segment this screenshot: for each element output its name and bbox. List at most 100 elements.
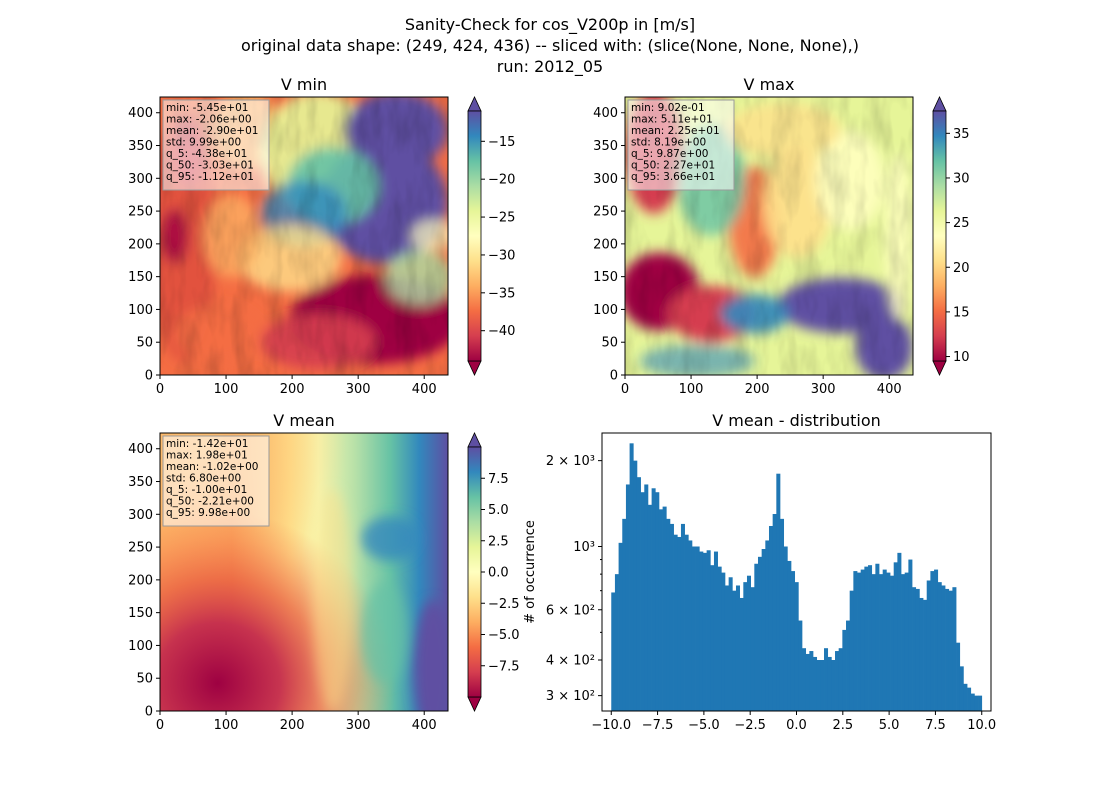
histogram-bar — [625, 484, 630, 711]
stats-line: mean: 2.25e+01 — [631, 125, 720, 137]
x-tick-label: 100 — [214, 718, 239, 733]
histogram-bar — [945, 588, 950, 711]
x-tick-label: 300 — [346, 382, 371, 397]
x-tick-label: 100 — [214, 382, 239, 397]
stats-line: mean: -2.90e+01 — [166, 125, 258, 137]
histogram-bar — [967, 687, 972, 711]
histogram-bar — [680, 523, 685, 711]
y-tick-label: 400 — [593, 106, 618, 121]
histogram-bar — [728, 577, 733, 711]
y-tick-label: 50 — [601, 336, 618, 351]
histogram-bar — [853, 571, 858, 711]
axes-frame — [624, 96, 914, 376]
histogram-bar — [915, 588, 920, 711]
histogram-bar — [838, 648, 843, 711]
histogram-bar — [655, 492, 660, 711]
x-tick-label: −10.0 — [591, 718, 631, 733]
panel-title: V min — [281, 75, 327, 94]
histogram-bar — [706, 550, 711, 711]
histogram-bar — [724, 585, 729, 711]
histogram-bar — [886, 572, 891, 711]
panel-v-min: 0 100 200 300 400 0 50 100 150 200 250 300 350 400 V m… — [128, 75, 515, 397]
histogram-bar — [941, 585, 946, 711]
histogram-bar — [666, 518, 671, 711]
colorbar-tick-label: 20 — [953, 261, 970, 276]
histogram-bar — [717, 566, 722, 711]
histogram-bar — [912, 587, 917, 711]
histogram-bar — [978, 695, 983, 711]
colorbar-tick-label: −7.5 — [488, 659, 520, 674]
colorbar-tick-label: 25 — [953, 216, 970, 231]
histogram-bar — [622, 518, 627, 711]
histogram-bar — [919, 597, 924, 711]
histogram-bar — [713, 551, 718, 711]
x-tick-label: 2.5 — [832, 718, 853, 733]
histogram-bar — [783, 546, 788, 711]
histogram-bar — [721, 572, 726, 711]
x-tick-label: 400 — [412, 382, 437, 397]
histogram-bar — [864, 566, 869, 711]
histogram-bar — [640, 492, 645, 711]
figure-title-line-2: original data shape: (249, 424, 436) -- … — [241, 36, 859, 55]
y-tick-label: 200 — [128, 237, 153, 252]
y-tick-label: 50 — [136, 336, 153, 351]
histogram-bar — [735, 585, 740, 711]
x-tick-label: 0 — [156, 382, 164, 397]
histogram-bar — [633, 460, 638, 711]
histogram-bar — [871, 574, 876, 711]
axes-frame — [159, 432, 449, 712]
stats-line: q_50: -2.21e+00 — [166, 496, 254, 508]
stats-line: min: -5.45e+01 — [166, 102, 248, 114]
colorbar-tick-label: 0.0 — [488, 566, 509, 581]
y-tick-label: 200 — [593, 237, 618, 252]
stats-line: std: 8.19e+00 — [631, 137, 706, 149]
field-blob — [312, 488, 353, 711]
y-tick-label: 400 — [128, 106, 153, 121]
colorbar — [467, 446, 482, 698]
histogram-bar — [959, 666, 964, 711]
figure-title-line-3: run: 2012_05 — [497, 57, 603, 77]
colorbar-tick-label: −15 — [488, 135, 515, 150]
histogram-bar — [849, 590, 854, 711]
colorbar-tick-label: −35 — [488, 286, 515, 301]
histogram-bar — [956, 642, 961, 711]
histogram-bar — [614, 574, 619, 711]
stats-line: min: 9.02e-01 — [631, 102, 705, 114]
histogram-bar — [684, 534, 689, 711]
y-tick-label: 10³ — [573, 540, 595, 555]
colorbar-tick-label: 7.5 — [488, 472, 509, 487]
y-tick-label: 2 × 10³ — [546, 454, 595, 469]
histogram-bar — [882, 569, 887, 711]
y-tick-label: 0 — [145, 369, 153, 384]
y-tick-label: 250 — [593, 205, 618, 220]
histogram-bar — [739, 597, 744, 711]
histogram-bar — [695, 546, 700, 711]
y-tick-label: 100 — [128, 303, 153, 318]
stats-line: min: -1.42e+01 — [166, 438, 248, 450]
stats-line: mean: -1.02e+00 — [166, 461, 258, 473]
histogram-bar — [952, 587, 957, 711]
histogram-bar — [813, 656, 818, 711]
y-tick-label: 100 — [128, 639, 153, 654]
stats-line: q_5: -1.00e+01 — [166, 484, 247, 496]
histogram-bar — [765, 540, 770, 711]
histogram-bar — [750, 587, 755, 711]
y-tick-label: 150 — [128, 270, 153, 285]
histogram-bar — [802, 648, 807, 711]
histogram-bar — [673, 534, 678, 711]
x-tick-label: 10.0 — [967, 718, 996, 733]
y-tick-label: 250 — [128, 541, 153, 556]
y-tick-label: 400 — [128, 442, 153, 457]
histogram-bar — [794, 582, 799, 711]
histogram-bar — [618, 542, 623, 711]
stats-line: q_50: 2.27e+01 — [631, 160, 715, 172]
y-tick-label: 100 — [593, 303, 618, 318]
histogram-bar — [846, 620, 851, 711]
stats-line: q_5: 9.87e+00 — [631, 148, 708, 160]
x-tick-label: 0 — [156, 718, 164, 733]
colorbar-tick-label: −20 — [488, 173, 515, 188]
histogram-bar — [824, 648, 829, 711]
colorbar-tick-label: 10 — [953, 350, 970, 365]
panel-title: V max — [744, 75, 795, 94]
colorbar-tick-label: −5.0 — [488, 628, 520, 643]
